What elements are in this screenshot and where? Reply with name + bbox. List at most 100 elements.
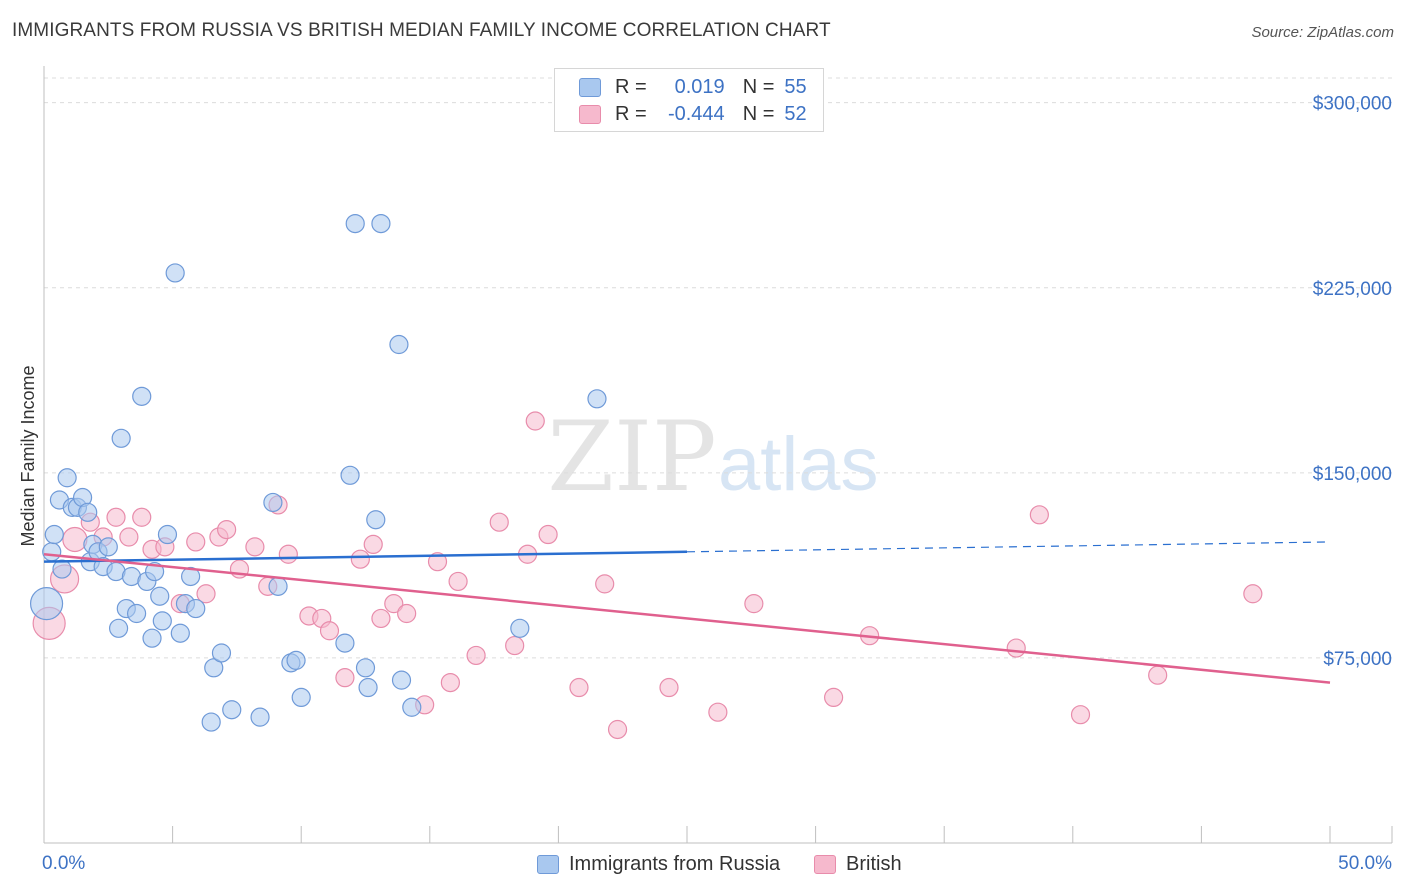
russia-point — [186, 598, 206, 619]
russia-point — [111, 428, 131, 448]
russia-point — [402, 697, 422, 717]
british-point — [363, 534, 383, 555]
russia-point — [268, 576, 288, 596]
legend-swatch-british — [814, 854, 836, 874]
british-point — [319, 621, 340, 641]
legend-n-value-russia: 55 — [784, 75, 807, 98]
british-point — [607, 719, 628, 740]
russia-point — [170, 623, 190, 643]
russia-point — [152, 611, 172, 631]
british-point — [440, 672, 460, 693]
british-point — [569, 677, 589, 698]
russia-point — [358, 677, 378, 698]
x-tick-label: 50.0% — [1338, 853, 1392, 874]
british-point — [1070, 705, 1091, 725]
british-point — [427, 552, 448, 572]
british-point — [595, 574, 615, 594]
chart-title: IMMIGRANTS FROM RUSSIA VS BRITISH MEDIAN… — [12, 20, 831, 41]
russia-point — [389, 334, 409, 355]
british-trend-line — [43, 553, 1331, 684]
legend-swatch-russia — [579, 77, 601, 97]
british-point — [708, 702, 728, 722]
legend-n-value-british: 52 — [784, 102, 807, 125]
russia-point — [286, 650, 306, 670]
russia-point — [29, 587, 64, 621]
legend-row-russia: R = 0.019 N = 55 — [579, 74, 807, 100]
british-point — [132, 507, 152, 527]
russia-point — [222, 700, 242, 720]
legend-swatch-british — [579, 104, 601, 124]
british-point — [278, 544, 298, 564]
y-tick-label: $225,000 — [1313, 279, 1392, 300]
russia-point — [371, 213, 391, 234]
british-point — [119, 527, 139, 547]
russia-point — [204, 658, 224, 678]
y-tick-labels: $75,000 $150,000 $225,000 $300,000 — [1313, 94, 1392, 670]
legend-n-label: N = — [742, 102, 775, 125]
russia-point — [355, 658, 376, 678]
y-tick-label: $300,000 — [1313, 94, 1392, 115]
russia-point — [150, 586, 170, 606]
legend-r-label: R = — [615, 75, 647, 98]
russia-point — [98, 537, 118, 557]
correlation-legend: R = 0.019 N = 55 R = -0.444 N = 52 — [554, 68, 824, 132]
russia-point — [157, 524, 178, 545]
legend-label-russia: Immigrants from Russia — [569, 852, 781, 875]
british-point — [335, 668, 355, 688]
british-point — [744, 594, 764, 614]
russia-trend-line — [43, 550, 688, 563]
british-point — [1006, 638, 1026, 658]
russia-point — [57, 468, 77, 488]
y-axis-label: Median Family Income — [18, 365, 38, 546]
trend-lines — [43, 541, 1331, 684]
russia-point — [78, 502, 98, 522]
legend-swatch-russia — [537, 854, 559, 874]
source-credit: Source: ZipAtlas.com — [1251, 24, 1394, 41]
british-point — [196, 584, 216, 604]
russia-point — [201, 712, 221, 732]
watermark: ZIP atlas — [547, 401, 878, 513]
british-point — [538, 524, 558, 545]
legend-label-british: British — [846, 852, 902, 875]
legend-row-british: R = -0.444 N = 52 — [579, 101, 807, 127]
russia-point — [291, 687, 311, 708]
watermark-zip: ZIP — [547, 401, 716, 513]
british-point — [350, 549, 370, 569]
bottom-legend-british: British — [814, 851, 902, 877]
x-tick-label: 0.0% — [42, 853, 85, 874]
british-point — [1148, 665, 1168, 685]
russia-point — [52, 559, 72, 579]
british-point — [371, 608, 391, 629]
british-point — [245, 537, 265, 557]
russia-point — [108, 618, 129, 638]
british-point — [186, 532, 206, 552]
russia-point — [165, 263, 185, 283]
watermark-atlas: atlas — [718, 422, 879, 507]
british-point — [448, 571, 468, 592]
legend-r-value-british: -0.444 — [667, 102, 725, 125]
legend-r-value-russia: 0.019 — [674, 75, 725, 98]
x-tick-labels: 0.0% 50.0% — [42, 853, 1392, 874]
british-point — [466, 645, 486, 666]
russia-point — [250, 707, 270, 727]
legend-r-label: R = — [615, 102, 647, 125]
russia-point — [366, 510, 386, 530]
russia-point — [181, 566, 201, 587]
british-point — [505, 635, 525, 656]
british-point — [659, 677, 679, 698]
russia-trend-extension — [686, 541, 1331, 553]
british-point — [62, 526, 88, 553]
british-point — [217, 519, 237, 540]
russia-point — [211, 643, 232, 663]
russia-point — [335, 633, 355, 653]
british-point — [489, 512, 509, 532]
y-tick-label: $75,000 — [1323, 649, 1392, 670]
russia-point — [345, 213, 365, 234]
russia-point — [142, 628, 162, 648]
british-point — [824, 687, 844, 708]
bottom-legend-russia: Immigrants from Russia — [537, 851, 780, 877]
russia-point — [132, 386, 152, 406]
russia-point — [44, 524, 64, 545]
british-point — [525, 411, 545, 431]
